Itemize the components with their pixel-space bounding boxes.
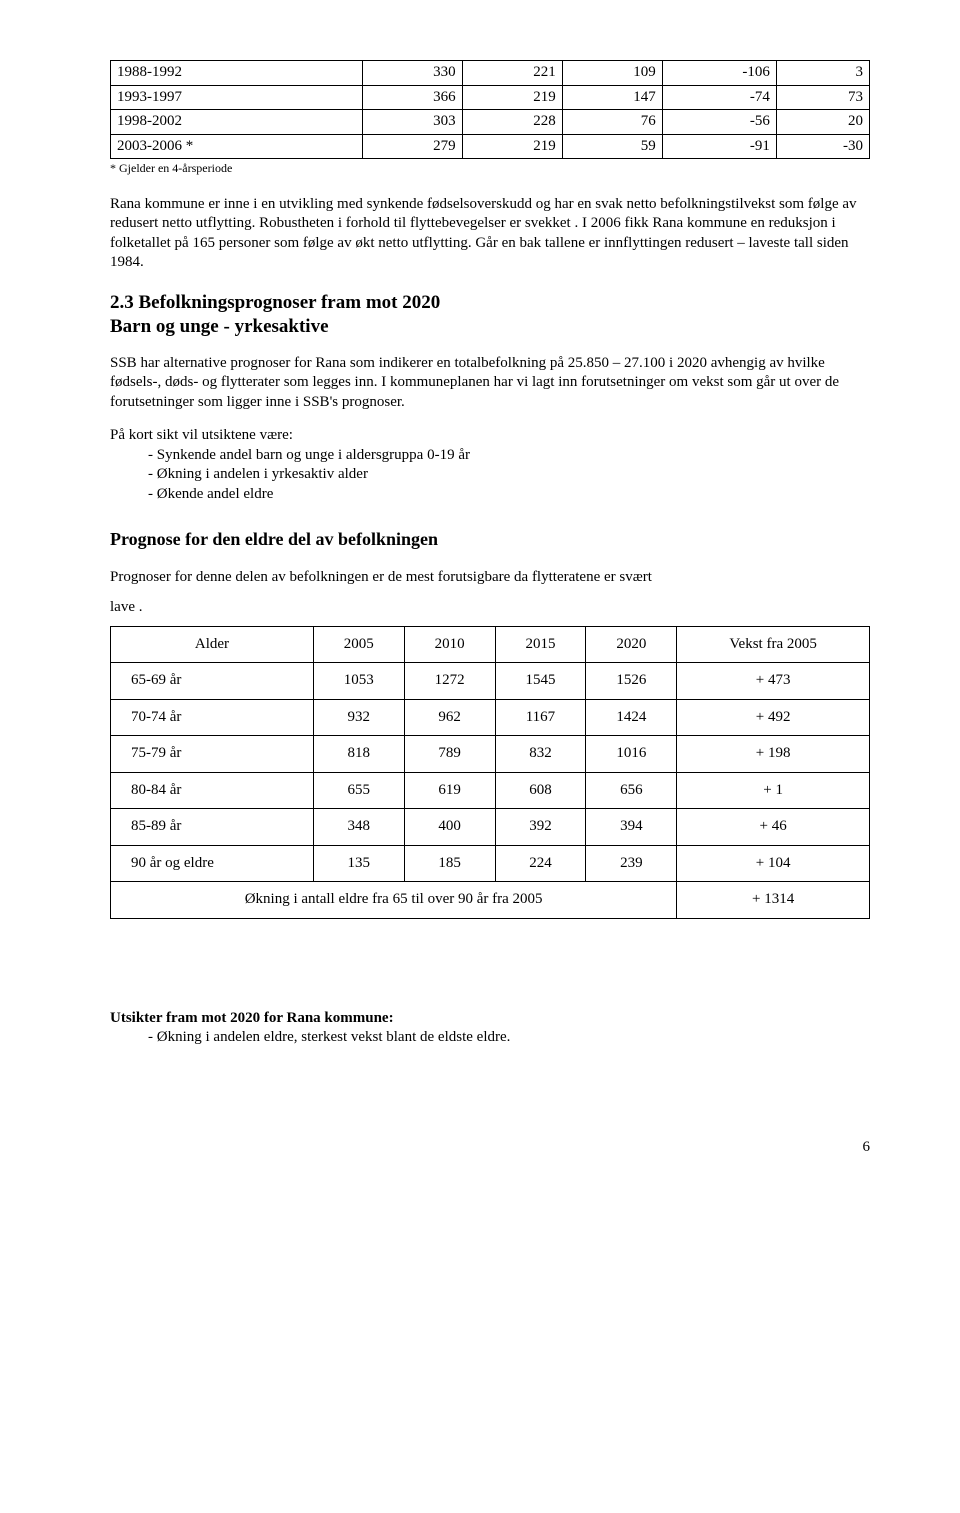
table-cell: + 198	[677, 736, 870, 773]
table-cell: -91	[662, 134, 776, 159]
section-2-3-subtitle: Barn og unge - yrkesaktive	[110, 315, 870, 340]
table-cell: 303	[362, 110, 462, 135]
table-cell: 224	[495, 845, 586, 882]
table-cell: 219	[462, 134, 562, 159]
prognose-heading: Prognose for den eldre del av befolkning…	[110, 528, 870, 551]
list-item: Økende andel eldre	[110, 485, 870, 505]
table-cell: 73	[776, 85, 869, 110]
table-cell: + 104	[677, 845, 870, 882]
table-cell: 608	[495, 772, 586, 809]
table-header-cell: Alder	[111, 626, 314, 663]
table-cell: 1016	[586, 736, 677, 773]
table-cell: 1167	[495, 699, 586, 736]
period-table: 1988-1992330221109-1063 1993-199736621914…	[110, 60, 870, 159]
table-sum-label: Økning i antall eldre fra 65 til over 90…	[111, 882, 677, 919]
table-cell: -30	[776, 134, 869, 159]
table-cell: 962	[404, 699, 495, 736]
table-cell: 70-74 år	[111, 699, 314, 736]
list-item: Økning i andelen eldre, sterkest vekst b…	[110, 1028, 870, 1048]
table-cell: 1053	[313, 663, 404, 700]
age-prognosis-table: Alder2005201020152020Vekst fra 2005 65-69…	[110, 626, 870, 919]
paragraph-3: Prognoser for denne delen av befolkninge…	[110, 562, 870, 622]
table-cell: -74	[662, 85, 776, 110]
table-header-cell: 2005	[313, 626, 404, 663]
paragraph-1: Rana kommune er inne i en utvikling med …	[110, 195, 870, 273]
table-cell: 348	[313, 809, 404, 846]
table-cell: 76	[562, 110, 662, 135]
table-cell: 619	[404, 772, 495, 809]
table-cell: -56	[662, 110, 776, 135]
table-cell: + 1	[677, 772, 870, 809]
table-cell: + 46	[677, 809, 870, 846]
outlook-list: Økning i andelen eldre, sterkest vekst b…	[110, 1028, 870, 1048]
section-2-3-title: 2.3 Befolkningsprognoser fram mot 2020	[110, 291, 870, 316]
table-cell: 394	[586, 809, 677, 846]
table-cell: 80-84 år	[111, 772, 314, 809]
table-footnote: * Gjelder en 4-årsperiode	[110, 161, 870, 177]
table-cell: 85-89 år	[111, 809, 314, 846]
table-header-cell: 2010	[404, 626, 495, 663]
table-cell: 400	[404, 809, 495, 846]
table-cell: 221	[462, 61, 562, 86]
outlook-title: Utsikter fram mot 2020 for Rana kommune:	[110, 1009, 870, 1029]
table-header-cell: 2015	[495, 626, 586, 663]
table-header-cell: 2020	[586, 626, 677, 663]
table-cell: 832	[495, 736, 586, 773]
table-cell: 3	[776, 61, 869, 86]
list-item: Synkende andel barn og unge i aldersgrup…	[110, 446, 870, 466]
paragraph-2: SSB har alternative prognoser for Rana s…	[110, 354, 870, 413]
page-number: 6	[110, 1138, 870, 1158]
table-cell: 75-79 år	[111, 736, 314, 773]
table-cell: 109	[562, 61, 662, 86]
table-cell: 239	[586, 845, 677, 882]
table-cell: 1545	[495, 663, 586, 700]
table-cell: 818	[313, 736, 404, 773]
table-cell: 20	[776, 110, 869, 135]
table-header-cell: Vekst fra 2005	[677, 626, 870, 663]
table-cell: 789	[404, 736, 495, 773]
table-cell: 1993-1997	[111, 85, 363, 110]
table-cell: 219	[462, 85, 562, 110]
table-cell: 656	[586, 772, 677, 809]
table-cell: 65-69 år	[111, 663, 314, 700]
table-cell: -106	[662, 61, 776, 86]
table-cell: 1526	[586, 663, 677, 700]
table-cell: 228	[462, 110, 562, 135]
table-cell: 932	[313, 699, 404, 736]
table-cell: 135	[313, 845, 404, 882]
table-cell: 1272	[404, 663, 495, 700]
table-cell: 90 år og eldre	[111, 845, 314, 882]
table-cell: 279	[362, 134, 462, 159]
table-sum-value: + 1314	[677, 882, 870, 919]
table-cell: 330	[362, 61, 462, 86]
table-cell: 185	[404, 845, 495, 882]
table-cell: 1988-1992	[111, 61, 363, 86]
table-cell: 366	[362, 85, 462, 110]
table-cell: 1424	[586, 699, 677, 736]
list-item: Økning i andelen i yrkesaktiv alder	[110, 465, 870, 485]
shortterm-list: Synkende andel barn og unge i aldersgrup…	[110, 446, 870, 505]
shortterm-intro: På kort sikt vil utsiktene være:	[110, 426, 870, 446]
table-cell: 2003-2006 *	[111, 134, 363, 159]
table-cell: 392	[495, 809, 586, 846]
table-cell: + 492	[677, 699, 870, 736]
table-cell: 1998-2002	[111, 110, 363, 135]
table-cell: 59	[562, 134, 662, 159]
table-cell: 655	[313, 772, 404, 809]
table-cell: + 473	[677, 663, 870, 700]
table-cell: 147	[562, 85, 662, 110]
